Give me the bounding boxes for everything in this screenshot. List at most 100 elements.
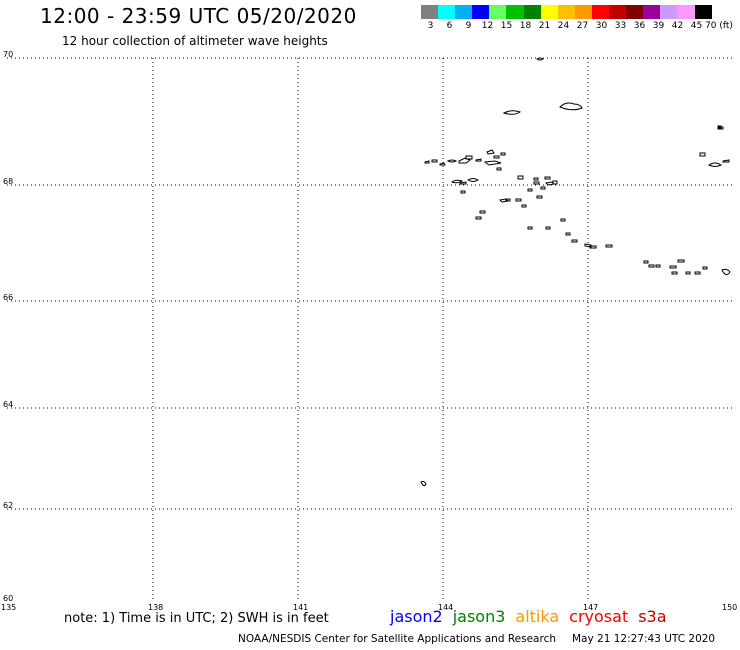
satellite-cryosat: cryosat	[569, 607, 629, 626]
latitude-label: 66	[3, 293, 13, 302]
longitude-labels: 135 138 141 144 147 150	[1, 603, 737, 612]
colorbar-swatch	[523, 5, 541, 19]
island	[648, 264, 655, 268]
colorbar-swatch	[591, 5, 610, 19]
latitude-label: 60	[3, 594, 13, 603]
colorbar-label: 70 (ft)	[705, 21, 733, 31]
colorbar-swatch	[574, 5, 592, 19]
colorbar-swatch	[626, 5, 644, 19]
colorbar-label: 21	[538, 21, 551, 31]
island	[502, 110, 522, 115]
island	[669, 265, 677, 269]
island	[565, 232, 571, 236]
colorbar-swatch	[694, 5, 712, 19]
satellite-s3a: s3a	[638, 607, 667, 626]
timestamp: May 21 12:27:43 UTC 2020	[572, 633, 716, 645]
colorbar-swatch	[540, 5, 558, 19]
island	[671, 271, 678, 275]
colorbar-swatch	[438, 5, 456, 19]
latitude-label: 68	[3, 177, 13, 186]
footnote: note: 1) Time is in UTC; 2) SWH is in fe…	[64, 611, 329, 626]
island	[655, 264, 661, 268]
colorbar-label: 39	[652, 21, 665, 31]
island	[589, 245, 597, 249]
island	[708, 162, 722, 167]
latitude-labels: 70 68 66 64 62 60	[3, 50, 13, 603]
island	[515, 198, 522, 202]
island	[559, 102, 583, 111]
island	[458, 157, 472, 164]
colorbar-swatch	[677, 5, 695, 19]
colorbar-label: 27	[576, 21, 589, 31]
longitude-label: 141	[293, 603, 308, 612]
island	[496, 167, 502, 171]
island	[420, 480, 427, 487]
island	[545, 226, 551, 230]
island	[605, 244, 613, 248]
longitude-label: 138	[148, 603, 163, 612]
island	[527, 188, 533, 192]
colorbar-swatch	[609, 5, 627, 19]
island	[439, 162, 446, 166]
longitude-label: 135	[1, 603, 16, 612]
island	[584, 243, 592, 248]
island	[560, 218, 566, 222]
longitude-label: 147	[583, 603, 598, 612]
colorbar-label: 36	[633, 21, 646, 31]
island	[465, 155, 473, 160]
colorbar-label: 15	[500, 21, 513, 31]
colorbar-label: 33	[614, 21, 627, 31]
island	[459, 181, 467, 185]
island	[505, 198, 511, 202]
colorbar-swatch	[643, 5, 661, 19]
colorbar-label: 12	[481, 21, 494, 31]
island	[475, 158, 482, 162]
island	[536, 195, 543, 199]
island	[702, 266, 708, 270]
island	[431, 159, 438, 163]
island	[446, 159, 458, 163]
colorbar-swatch	[660, 5, 678, 19]
credit-line: NOAA/NESDIS Center for Satellite Applica…	[238, 633, 715, 645]
colorbar-label: 18	[519, 21, 532, 31]
colorbar-label: 42	[671, 21, 684, 31]
colorbar-swatch	[472, 5, 490, 19]
colorbar-swatch	[421, 5, 439, 19]
colorbar-label: 45	[690, 21, 703, 31]
colorbar-label: 3	[427, 21, 434, 31]
island	[571, 239, 578, 243]
latitude-label: 64	[3, 400, 13, 409]
wave-height-colorbar	[421, 5, 712, 19]
satellite-jason2: jason2	[390, 607, 443, 626]
colorbar-label: 6	[446, 21, 453, 31]
island	[536, 57, 544, 61]
satellite-legend: jason2 jason3 altika cryosat s3a	[390, 607, 667, 626]
coastline-islands	[420, 57, 731, 487]
island	[479, 210, 486, 214]
longitude-label: 150	[722, 603, 737, 612]
longitude-label: 144	[438, 603, 453, 612]
colorbar-label: 30	[595, 21, 608, 31]
map-grid	[7, 57, 734, 602]
credit-text: NOAA/NESDIS Center for Satellite Applica…	[238, 633, 556, 645]
satellite-altika: altika	[515, 607, 560, 626]
island	[467, 178, 479, 182]
island	[685, 271, 691, 275]
island	[527, 226, 533, 230]
island	[552, 180, 558, 185]
colorbar-swatch	[506, 5, 524, 19]
island	[475, 216, 482, 220]
island	[694, 271, 701, 275]
colorbar-swatch	[489, 5, 507, 19]
island	[544, 176, 551, 180]
colorbar-label: 24	[557, 21, 570, 31]
latitude-label: 70	[3, 50, 13, 59]
island	[533, 177, 539, 181]
island	[717, 125, 722, 129]
colorbar-swatch	[455, 5, 473, 19]
island	[424, 160, 430, 164]
colorbar-swatch	[557, 5, 575, 19]
island	[699, 152, 706, 157]
island	[540, 186, 546, 190]
